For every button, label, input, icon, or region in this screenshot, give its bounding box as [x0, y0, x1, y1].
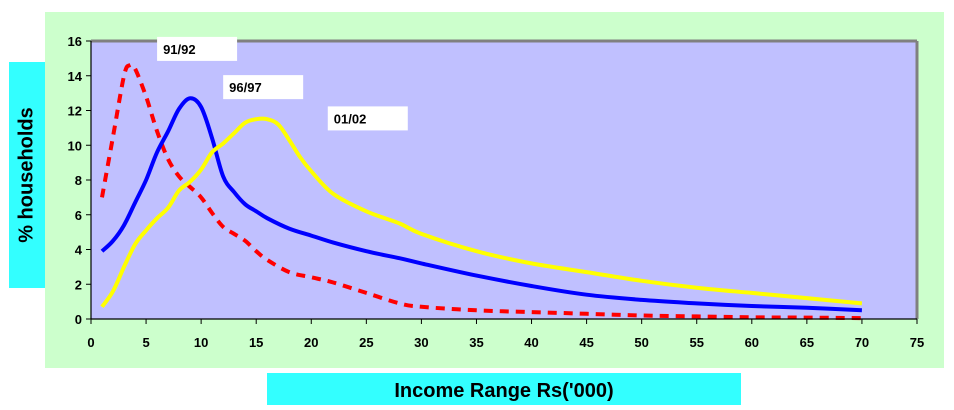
x-tick-label: 35	[469, 335, 483, 350]
x-tick-label: 20	[304, 335, 318, 350]
x-tick-label: 15	[249, 335, 263, 350]
x-tick-label: 55	[689, 335, 703, 350]
annotation-label: 91/92	[163, 42, 196, 57]
series-line-0	[100, 62, 862, 321]
annotation-box	[223, 75, 304, 100]
y-tick-label: 2	[75, 277, 82, 292]
annotation-box	[157, 36, 238, 61]
y-tick-label: 14	[68, 69, 83, 84]
x-tick-label: 10	[194, 335, 208, 350]
x-tick-label: 5	[142, 335, 149, 350]
x-tick-label: 75	[910, 335, 924, 350]
annotation-box	[327, 106, 408, 131]
annotation-label: 96/97	[229, 80, 262, 95]
plot-area	[91, 41, 917, 319]
y-axis-label-box	[9, 62, 45, 288]
y-tick-label: 6	[75, 208, 82, 223]
annotation-label: 01/02	[334, 111, 367, 126]
y-tick-label: 8	[75, 173, 82, 188]
series-layer	[100, 62, 863, 321]
x-tick-label: 0	[87, 335, 94, 350]
series-annotation-0: 91/92	[157, 36, 238, 61]
x-axis-label: Income Range Rs('000)	[394, 380, 614, 402]
x-tick-label: 45	[579, 335, 593, 350]
y-tick-label: 4	[75, 243, 83, 258]
x-tick-label: 70	[855, 335, 869, 350]
y-tick-label: 12	[68, 104, 82, 119]
y-tick-label: 10	[68, 138, 82, 153]
x-tick-label: 30	[414, 335, 428, 350]
x-tick-label: 65	[800, 335, 814, 350]
x-tick-label: 60	[745, 335, 759, 350]
series-line-1	[100, 96, 862, 313]
y-tick-label: 16	[68, 34, 82, 49]
x-tick-label: 40	[524, 335, 538, 350]
axes-layer: 0 2 4 6 8 10 12 14 16 0 5 10 15 20 25 30 35 40 45 50 55 60 65 7…	[68, 34, 925, 350]
series-annotation-1: 96/97	[223, 75, 304, 100]
x-tick-label: 50	[634, 335, 648, 350]
series-annotation-2: 01/02	[327, 106, 408, 131]
series-line-2	[100, 116, 863, 308]
y-axis-label: % households	[15, 107, 38, 243]
x-tick-label: 25	[359, 335, 373, 350]
x-axis-label-box: Income Range Rs('000)	[267, 373, 741, 405]
y-tick-label: 0	[75, 312, 82, 327]
annotation-layer: 91/92 96/97 01/02	[157, 36, 408, 131]
